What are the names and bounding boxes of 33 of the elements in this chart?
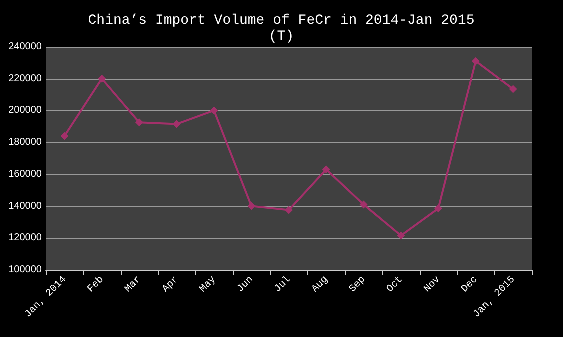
- x-tick-label: Oct: [384, 274, 406, 295]
- x-tick-label: Dec: [459, 274, 480, 295]
- y-tick-label: 120000: [8, 232, 42, 244]
- point: [98, 74, 106, 83]
- point: [322, 166, 330, 174]
- point: [172, 120, 181, 128]
- point: [210, 106, 218, 115]
- y-tick-label: 140000: [8, 200, 42, 212]
- x-tick-label: Aug: [310, 274, 330, 295]
- point: [285, 206, 293, 214]
- point: [60, 132, 69, 140]
- point: [135, 118, 144, 127]
- y-tick-label: 100000: [8, 264, 42, 276]
- y-tick-label: 220000: [8, 73, 42, 84]
- y-tick-label: 180000: [8, 137, 42, 148]
- point: [509, 85, 518, 94]
- point: [248, 202, 256, 210]
- x-tick-label: May: [198, 274, 218, 295]
- x-tick-label: Feb: [85, 274, 106, 295]
- x-tick-label: Jul: [272, 274, 293, 295]
- point: [434, 204, 443, 213]
- y-tick-label: 160000: [8, 168, 42, 180]
- x-tick-label: Apr: [160, 274, 181, 295]
- x-tick-label: Mar: [122, 274, 144, 295]
- chart-title: China’s Import Volume of FeCr in 2014-Jan 2015 (T): [88, 13, 475, 45]
- x-tick-label: Sep: [347, 274, 368, 295]
- x-tick-label: Nov: [422, 274, 442, 295]
- point: [360, 200, 368, 209]
- point: [397, 232, 406, 240]
- y-tick-label: 240000: [8, 42, 42, 52]
- point: [472, 57, 480, 66]
- x-tick-label: Jun: [235, 274, 256, 295]
- y-tick-label: 200000: [8, 105, 42, 116]
